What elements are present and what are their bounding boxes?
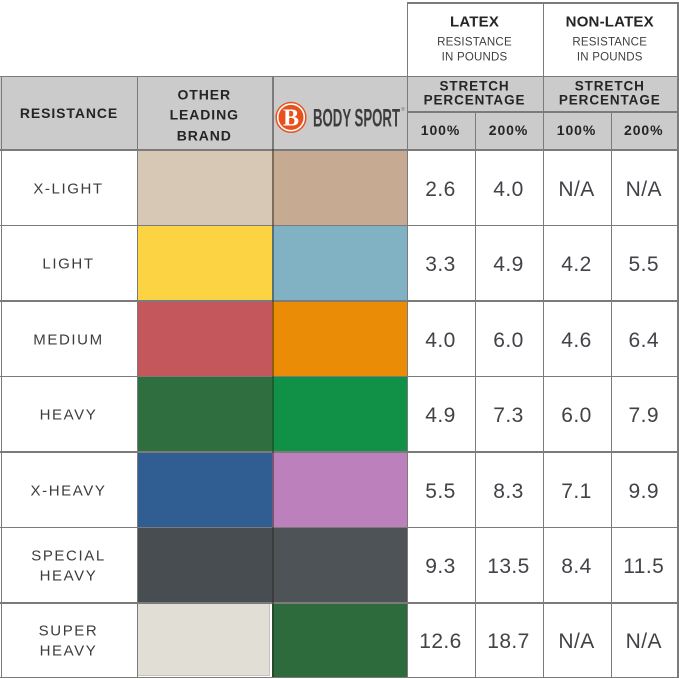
svg-text:BODY SPORT: BODY SPORT bbox=[313, 105, 400, 133]
svg-text:®: ® bbox=[401, 106, 405, 113]
svg-text:B: B bbox=[283, 106, 299, 132]
